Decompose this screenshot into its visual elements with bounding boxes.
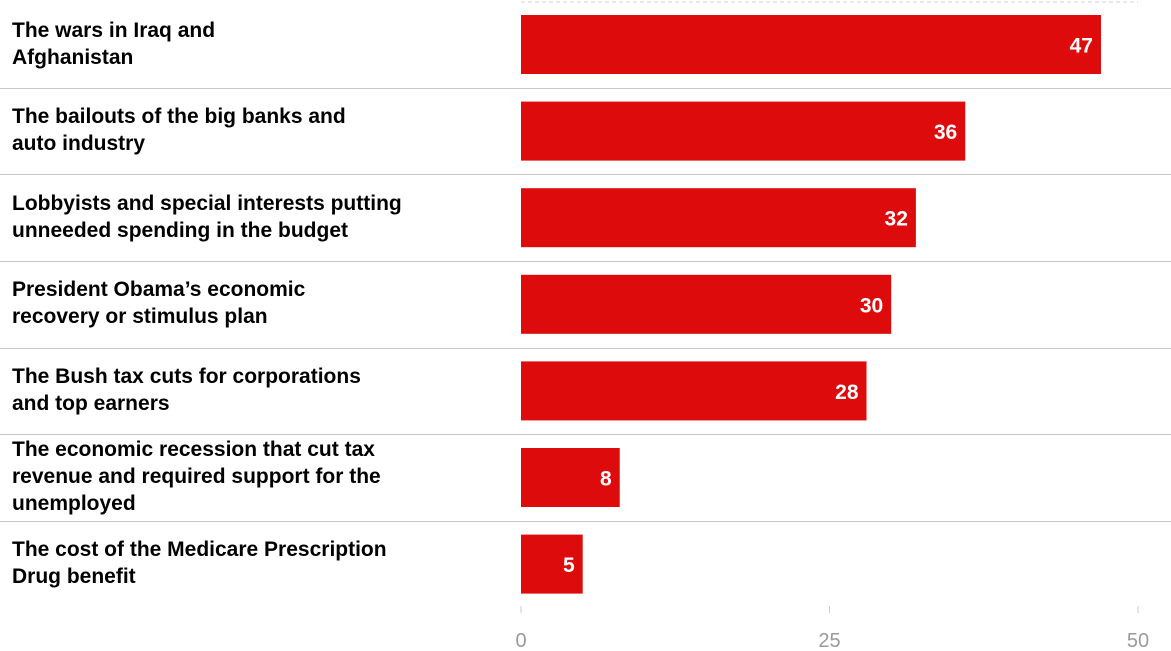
bar [521, 15, 1101, 74]
x-tick-label: 25 [818, 630, 840, 651]
category-label: The economic recession that cut tax reve… [12, 438, 381, 515]
category-label: President Obama’s economic recovery or s… [12, 278, 306, 329]
bar [521, 101, 966, 161]
category-label: Lobbyists and special interests putting … [12, 191, 402, 242]
x-tick-label: 50 [1127, 630, 1149, 651]
x-tick-label: 0 [515, 630, 526, 651]
category-label: The cost of the Medicare Prescription Dr… [12, 538, 387, 589]
bar-value-label: 36 [934, 121, 957, 144]
bar [521, 274, 892, 334]
bar-value-label: 8 [600, 468, 612, 491]
row-separator [0, 434, 1171, 435]
row-separator [0, 348, 1171, 349]
row-separator [0, 261, 1171, 262]
bar [521, 534, 583, 594]
row-separator [0, 521, 1171, 522]
row-separator [0, 88, 1171, 89]
bar [521, 361, 867, 421]
bar-value-label: 5 [563, 554, 575, 577]
bar-value-label: 47 [1070, 35, 1093, 58]
bar-value-label: 30 [860, 294, 883, 317]
row-separator [0, 174, 1171, 175]
category-label: The Bush tax cuts for corporations and t… [12, 364, 361, 415]
category-label: The bailouts of the big banks and auto i… [12, 105, 346, 156]
bar [521, 188, 916, 248]
bar [521, 448, 620, 507]
bar-value-label: 32 [885, 208, 908, 231]
bar-value-label: 28 [835, 381, 859, 404]
category-label: The wars in Iraq and Afghanistan [12, 18, 216, 69]
